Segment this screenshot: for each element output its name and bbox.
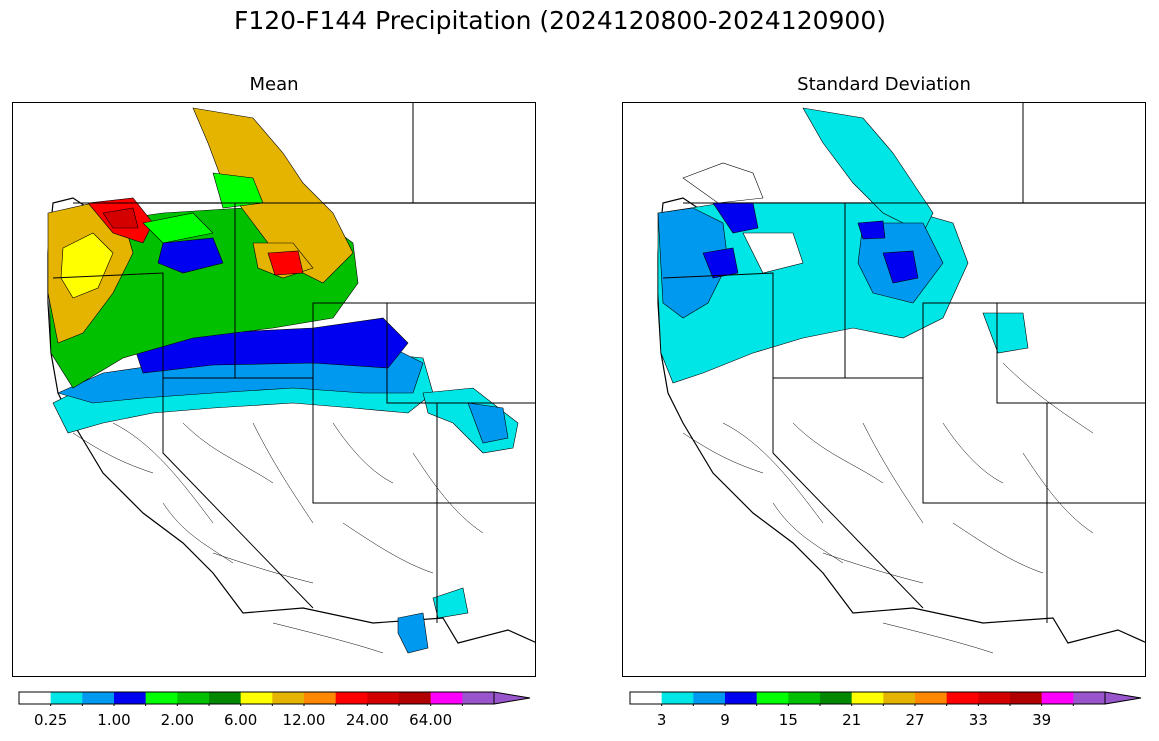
mean-colorbar-svg (18, 691, 531, 706)
colorbar-segment (851, 692, 884, 704)
colorbar-segment (788, 692, 821, 704)
stddev-panel-title: Standard Deviation (797, 74, 971, 95)
colorbar-border (18, 691, 495, 705)
colorbar-tick-label: 64.00 (409, 711, 453, 729)
colorbar-segment (82, 692, 115, 704)
colorbar-segment (915, 692, 947, 704)
colorbar-tick-label: 0.25 (33, 711, 68, 729)
colorbar-tick-label: 39 (1032, 711, 1052, 729)
colorbar-segment (177, 692, 210, 704)
colorbar-segment (367, 692, 400, 704)
mean-map (12, 102, 536, 677)
colorbar-tick-label: 33 (968, 711, 988, 729)
colorbar-segment (1010, 692, 1042, 704)
colorbar-segment (399, 692, 431, 704)
colorbar-segment (630, 692, 662, 704)
colorbar-extend-triangle (1104, 691, 1142, 705)
colorbar-segment (883, 692, 916, 704)
colorbar-segment (661, 692, 694, 704)
stddev-colorbar (629, 690, 1144, 706)
colorbar-segment (946, 692, 979, 704)
colorbar-border (629, 691, 1106, 705)
colorbar-segment (462, 692, 495, 704)
colorbar-segment (240, 692, 273, 704)
colorbar-segment (978, 692, 1011, 704)
colorbar-segment (209, 692, 241, 704)
colorbar-segment (1073, 692, 1106, 704)
colorbar-segment (19, 692, 51, 704)
figure-title: F120-F144 Precipitation (2024120800-2024… (233, 6, 886, 35)
colorbar-tick-label: 12.00 (282, 711, 326, 729)
colorbar-tick-label: 6.00 (223, 711, 258, 729)
colorbar-tick-label: 27 (905, 711, 925, 729)
colorbar-tick-label: 24.00 (345, 711, 389, 729)
mean-basin-lines (72, 422, 484, 654)
colorbar-segment (145, 692, 178, 704)
colorbar-tick-label: 9 (720, 711, 730, 729)
colorbar-extend-triangle (493, 691, 531, 705)
colorbar-segment (693, 692, 726, 704)
colorbar-segment (304, 692, 336, 704)
mean-precip-regions (47, 107, 519, 654)
mean-panel-title: Mean (249, 74, 299, 95)
stddev-precip-regions (657, 107, 1029, 384)
stddev-map-svg (657, 103, 1145, 654)
colorbar-tick-label: 15 (778, 711, 798, 729)
colorbar-segment (335, 692, 368, 704)
colorbar-segment (114, 692, 146, 704)
stddev-state-lines (662, 103, 1145, 623)
colorbar-segment (1041, 692, 1074, 704)
colorbar-segment (50, 692, 83, 704)
colorbar-tick-label: 3 (656, 711, 667, 729)
colorbar-segment (725, 692, 757, 704)
stddev-map (622, 102, 1146, 677)
colorbar-segment (430, 692, 463, 704)
colorbar-segment (820, 692, 852, 704)
colorbar-tick-label: 21 (842, 711, 862, 729)
mean-colorbar (18, 690, 533, 706)
mean-map-svg (47, 103, 535, 654)
colorbar-tick-label: 1.00 (97, 711, 131, 729)
stddev-colorbar-svg (629, 691, 1142, 706)
stddev-basin-lines (682, 362, 1094, 654)
colorbar-segment (756, 692, 789, 704)
mean-state-lines (52, 103, 535, 623)
colorbar-segment (272, 692, 305, 704)
colorbar-tick-label: 2.00 (160, 711, 195, 729)
